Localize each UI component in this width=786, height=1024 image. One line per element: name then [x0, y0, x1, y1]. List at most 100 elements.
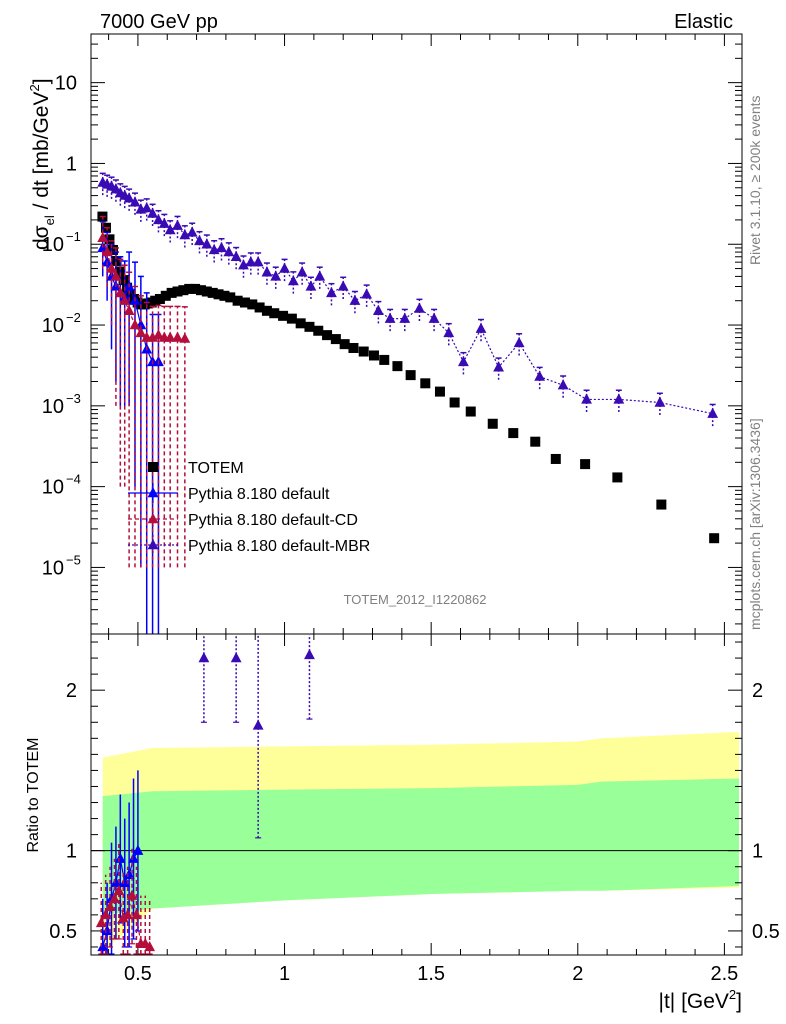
legend-marker	[147, 539, 159, 550]
y-tick-label: 10	[42, 477, 64, 499]
ratio-series-default-mbr	[198, 635, 315, 839]
data-point	[238, 259, 249, 270]
data-point	[101, 256, 113, 267]
y-tick-label: 10	[42, 396, 64, 418]
data-point	[326, 286, 337, 298]
data-point	[449, 397, 460, 408]
data-point	[286, 313, 297, 324]
ratio-y-tick-label-right: 0.5	[752, 921, 780, 943]
series-line	[102, 182, 713, 415]
data-point	[245, 256, 257, 267]
data-point	[287, 275, 299, 286]
data-point	[420, 378, 431, 389]
analysis-id-label: TOTEM_2012_I1220862	[344, 592, 487, 607]
data-point	[213, 289, 224, 300]
data-point	[349, 294, 361, 305]
data-point	[195, 285, 206, 296]
y-tick-label: 10	[42, 315, 64, 337]
data-point	[405, 370, 416, 381]
legend-label: TOTEM	[188, 460, 244, 477]
data-point	[465, 406, 476, 417]
ratio-data-point	[128, 852, 139, 863]
data-point	[232, 295, 243, 306]
mcplots-credit-label: mcplots.cern.ch [arXiv:1306.3436]	[747, 418, 763, 630]
x-axis-label: |t| [GeV2]	[658, 987, 742, 1013]
data-point	[384, 312, 396, 323]
x-tick-label: 2	[572, 963, 583, 985]
data-point	[581, 393, 592, 404]
data-point	[304, 321, 315, 332]
legend-label: Pythia 8.180 default	[188, 486, 330, 503]
ratio-data-point	[113, 884, 125, 895]
ratio-data-point	[95, 916, 107, 928]
ratio-data-point	[109, 892, 120, 904]
legend-marker	[148, 462, 158, 472]
data-point	[190, 283, 201, 294]
rivet-version-label: Rivet 3.1.10, ≥ 200k events	[747, 95, 763, 265]
ratio-plot-area: 0.5 0.5 1 1 2 2 0.5 1 1.5 2 2.5	[49, 634, 780, 985]
data-point	[305, 280, 317, 291]
data-point	[295, 318, 306, 329]
data-point	[179, 332, 191, 343]
data-point	[194, 234, 205, 246]
data-point	[101, 246, 113, 257]
data-point	[270, 270, 282, 281]
ratio-data-point	[132, 844, 144, 855]
data-point	[158, 217, 170, 228]
ratio-data-point	[304, 648, 315, 660]
data-point	[379, 354, 390, 365]
ratio-data-point	[110, 876, 122, 887]
data-point	[166, 287, 177, 298]
main-y-axis-label: dσel / dt [mb/GeV2]	[27, 78, 57, 250]
data-point	[172, 286, 183, 297]
data-point	[368, 350, 379, 361]
data-point	[147, 207, 158, 218]
data-point	[261, 305, 272, 316]
ratio-data-point	[230, 652, 242, 663]
y-tick-label-exponent: −5	[66, 552, 81, 567]
data-point	[164, 224, 176, 235]
data-point	[254, 302, 265, 313]
data-point	[330, 334, 341, 345]
data-point	[399, 312, 411, 323]
data-point	[223, 246, 235, 257]
data-point	[513, 336, 525, 348]
data-point	[508, 428, 519, 439]
data-point	[123, 304, 135, 316]
ratio-data-point	[252, 719, 264, 730]
data-point	[550, 453, 561, 464]
data-point	[201, 286, 212, 297]
data-point	[534, 370, 546, 381]
ratio-y-tick-label-right: 2	[752, 680, 763, 702]
ratio-data-point	[100, 908, 112, 920]
ratio-y-tick-label-right: 1	[752, 841, 763, 863]
data-point	[230, 250, 242, 261]
data-point	[154, 294, 165, 305]
ratio-data-point	[122, 908, 134, 920]
data-point	[428, 312, 440, 323]
legend-label: Pythia 8.180 default-CD	[188, 512, 358, 529]
data-point	[114, 286, 126, 298]
ratio-y-tick-label: 1	[66, 841, 77, 863]
y-tick-label-exponent: −2	[66, 310, 81, 325]
ratio-frame	[90, 633, 743, 956]
data-point	[135, 326, 147, 338]
data-point	[153, 213, 164, 225]
data-point	[278, 310, 289, 321]
data-point	[475, 322, 487, 333]
data-point	[179, 229, 191, 240]
data-point	[557, 379, 569, 390]
data-point	[164, 331, 176, 342]
y-tick-label: 10	[42, 557, 64, 579]
data-point	[110, 270, 122, 281]
data-point	[207, 287, 218, 298]
data-point	[493, 361, 505, 372]
data-point	[269, 308, 280, 319]
ratio-y-tick-label: 2	[66, 680, 77, 702]
data-point	[654, 396, 666, 407]
data-point	[339, 339, 350, 350]
data-point	[580, 459, 591, 470]
legend: TOTEM Pythia 8.180 default Pythia 8.180 de…	[128, 460, 370, 555]
